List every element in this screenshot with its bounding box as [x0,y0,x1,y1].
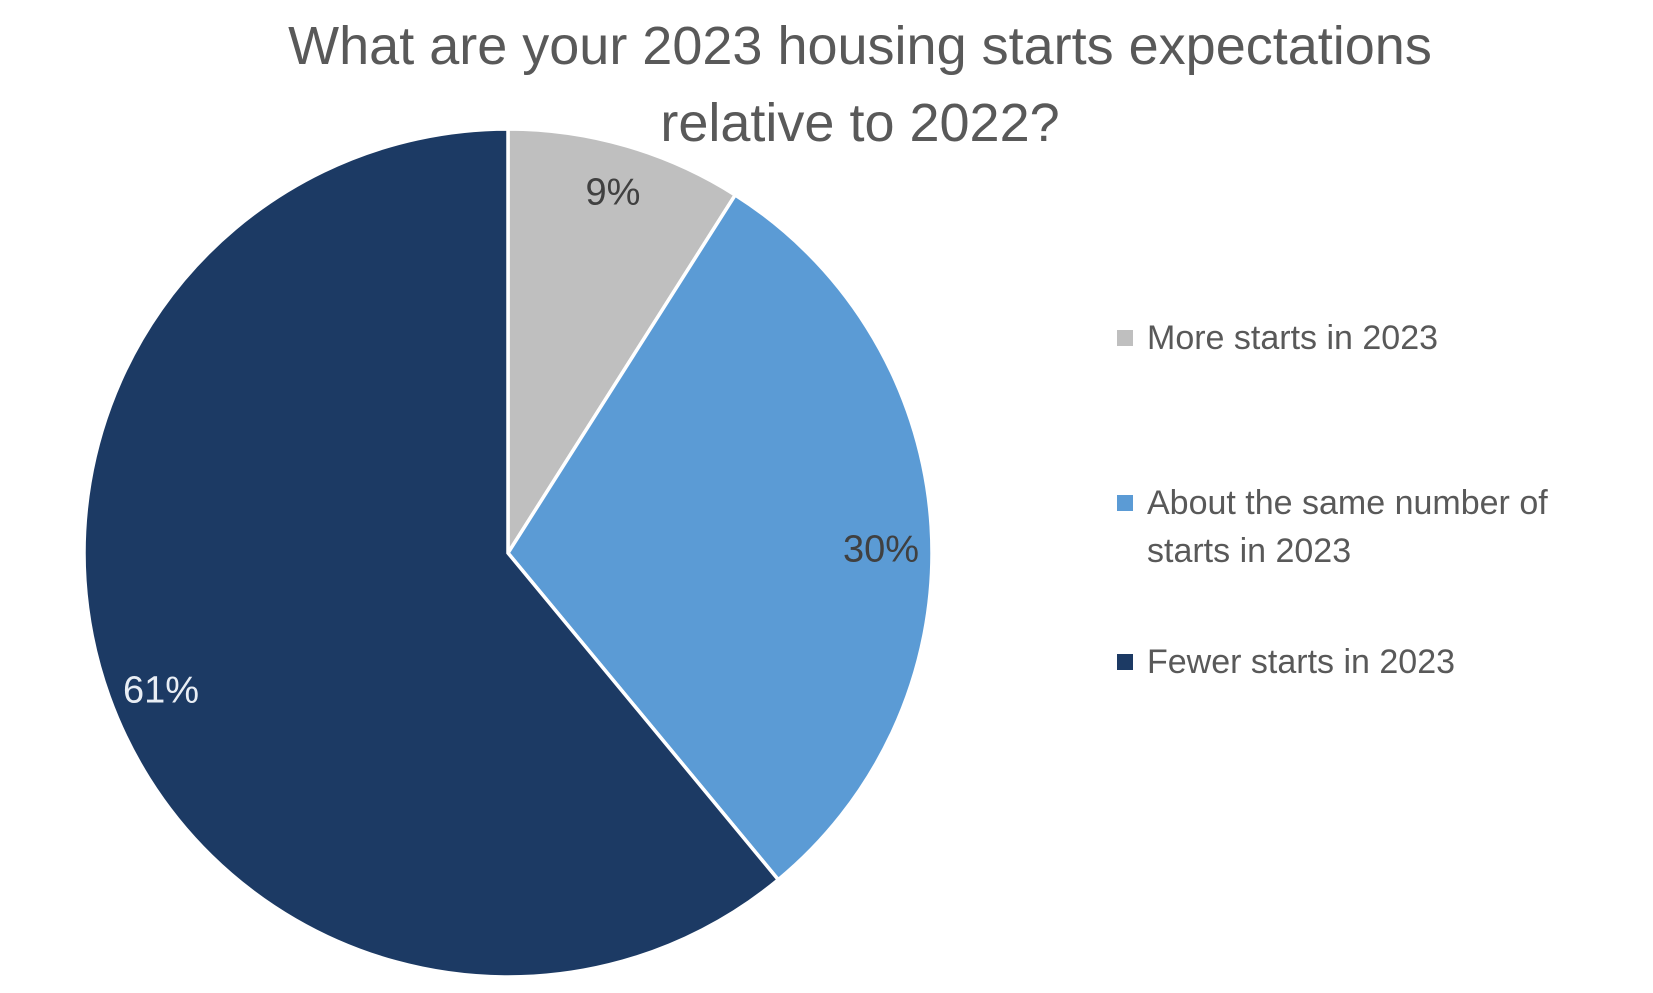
legend-item-label: More starts in 2023 [1147,319,1439,357]
legend-item-1: More starts in 2023 [1117,314,1557,362]
legend-marker-icon [1117,330,1133,346]
chart-title-line1: What are your 2023 housing starts expect… [288,16,1432,76]
chart-title: What are your 2023 housing starts expect… [70,8,1650,162]
legend-item-label: Fewer starts in 2023 [1147,643,1456,681]
pie-slice-2 [505,192,934,883]
legend-marker-icon [1117,654,1133,670]
legend-item-3: Fewer starts in 2023 [1117,638,1557,686]
legend-marker-icon [1117,495,1133,511]
chart-title-line2: relative to 2022? [660,93,1060,153]
legend-item-label: About the same number of starts in 2023 [1147,484,1548,570]
pie-slice-1 [506,127,738,560]
pie-slice-3 [82,127,781,979]
legend-item-2: About the same number of starts in 2023 [1117,479,1557,575]
